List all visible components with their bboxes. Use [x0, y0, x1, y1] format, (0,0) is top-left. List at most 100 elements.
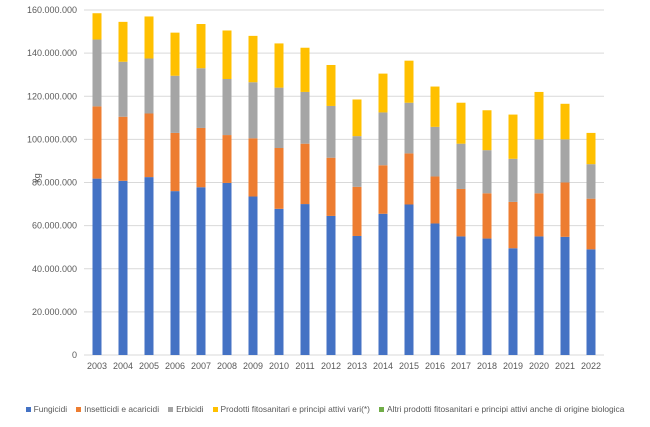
x-tick-label: 2018	[477, 361, 497, 371]
bar-segment	[456, 143, 466, 189]
bar-segment	[430, 86, 440, 127]
bar-segment	[144, 58, 154, 114]
bar-segment	[430, 176, 440, 224]
bar-segment	[248, 82, 258, 139]
bar-segment	[430, 223, 440, 355]
bar-segment	[144, 16, 154, 59]
bar-segment	[378, 213, 388, 355]
bar-segment	[378, 112, 388, 166]
x-tick-label: 2014	[373, 361, 393, 371]
bar-segment	[508, 248, 518, 355]
bar-segment	[482, 150, 492, 194]
bar-segment	[508, 114, 518, 159]
y-axis: 0 20.000.000 40.000.000 60.000.000 80.000.00…	[27, 5, 77, 360]
bar-segment	[508, 158, 518, 202]
bar-segment	[170, 191, 180, 355]
y-tick-label: 20.000.000	[32, 307, 77, 317]
legend-item: Altri prodotti fitosanitari e principi a…	[378, 404, 625, 414]
bar-segment	[560, 139, 570, 183]
bar-segment	[196, 127, 206, 188]
bar-segment	[222, 30, 232, 79]
bar-segment	[508, 201, 518, 249]
bar-segment	[326, 215, 336, 355]
bar-segment	[534, 193, 544, 237]
bar-segment	[352, 186, 362, 236]
legend-item: Erbicidi	[168, 404, 204, 414]
bar-segment	[144, 177, 154, 355]
x-tick-label: 2008	[217, 361, 237, 371]
bar-segment	[482, 238, 492, 355]
y-axis-title: kg	[32, 173, 42, 183]
x-tick-label: 2007	[191, 361, 211, 371]
bar-segment	[118, 180, 128, 355]
bar-segment	[222, 182, 232, 355]
x-tick-label: 2015	[399, 361, 419, 371]
bar-segment	[300, 91, 310, 144]
y-tick-label: 80.000.000	[32, 178, 77, 188]
bar-segment	[560, 236, 570, 355]
legend: Fungicidi Insetticidi e acaricidi Erbicidi…	[0, 404, 650, 414]
bar-segment	[222, 79, 232, 136]
bar-segment	[404, 204, 414, 355]
bar-segment	[300, 204, 310, 355]
bar-segment	[118, 116, 128, 181]
bar-segment	[586, 132, 596, 165]
legend-item: Fungicidi	[25, 404, 67, 414]
bar-segment	[482, 110, 492, 151]
legend-label: Altri prodotti fitosanitari e principi a…	[386, 404, 625, 414]
bar-segment	[274, 43, 284, 88]
x-tick-label: 2017	[451, 361, 471, 371]
bar-segment	[378, 165, 388, 214]
bar-segment	[456, 236, 466, 355]
legend-label: Erbicidi	[176, 404, 204, 414]
x-tick-label: 2016	[425, 361, 445, 371]
bar-segment	[456, 102, 466, 144]
bar-segment	[196, 24, 206, 69]
bar-segment	[560, 182, 570, 237]
bar-segment	[352, 99, 362, 137]
bar-segment	[196, 187, 206, 355]
bar-segment	[482, 193, 492, 239]
bar-segment	[300, 143, 310, 205]
legend-swatch	[76, 406, 82, 412]
bar-segment	[404, 153, 414, 205]
x-axis: 2003 2004 2005 2006 2007 2008 2009 2010 2011 2012…	[87, 361, 601, 371]
bar-segment	[326, 105, 336, 158]
x-tick-label: 2003	[87, 361, 107, 371]
bar-segment	[456, 188, 466, 237]
bar-segment	[586, 164, 596, 199]
y-tick-label: 0	[72, 350, 77, 360]
legend-item: Prodotti fitosanitari e principi attivi …	[212, 404, 370, 414]
y-tick-label: 120.000.000	[27, 91, 77, 101]
bar-segment	[274, 208, 284, 355]
x-tick-label: 2019	[503, 361, 523, 371]
y-tick-label: 160.000.000	[27, 5, 77, 15]
legend-swatch	[378, 406, 384, 412]
bar-segment	[274, 148, 284, 209]
x-tick-label: 2020	[529, 361, 549, 371]
x-tick-label: 2009	[243, 361, 263, 371]
bar-segment	[170, 32, 180, 76]
legend-item: Insetticidi e acaricidi	[76, 404, 159, 414]
bar-segment	[534, 139, 544, 194]
bar-segment	[248, 35, 258, 83]
legend-label: Prodotti fitosanitari e principi attivi …	[220, 404, 370, 414]
bar-segment	[196, 68, 206, 128]
legend-swatch	[168, 406, 174, 412]
y-tick-label: 100.000.000	[27, 134, 77, 144]
x-tick-label: 2004	[113, 361, 133, 371]
legend-swatch	[25, 406, 31, 412]
x-tick-label: 2010	[269, 361, 289, 371]
bar-segment	[586, 198, 596, 250]
bar-segment	[300, 47, 310, 92]
bar-segment	[586, 249, 596, 355]
x-tick-label: 2006	[165, 361, 185, 371]
bar-segment	[430, 126, 440, 177]
bar-segment	[326, 157, 336, 216]
bar-segment	[404, 102, 414, 154]
bar-segment	[144, 113, 154, 178]
x-tick-label: 2012	[321, 361, 341, 371]
legend-label: Insetticidi e acaricidi	[84, 404, 160, 414]
